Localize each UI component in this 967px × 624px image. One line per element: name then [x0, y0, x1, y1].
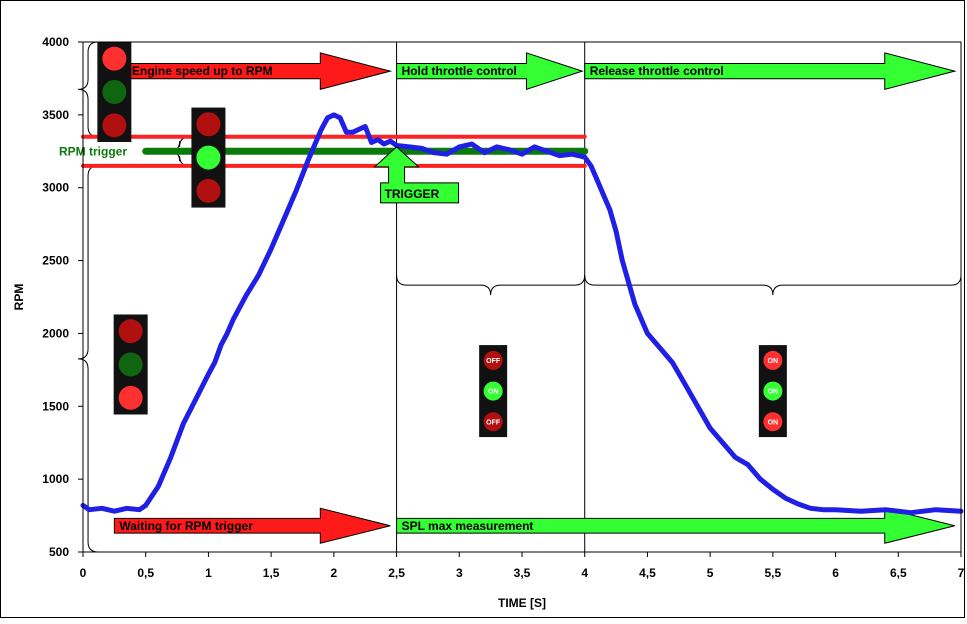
brace-b4 [396, 275, 586, 296]
x-tick-label: 5,5 [765, 566, 782, 580]
lamp-tl4-2 [483, 412, 503, 432]
lamp-label-tl5-0: ON [768, 358, 779, 365]
brace-b3 [78, 165, 99, 553]
lamp-tl1-0 [102, 46, 127, 71]
y-tick-label: 1000 [42, 472, 69, 486]
x-tick-label: 4 [581, 566, 588, 580]
y-tick-label: 2000 [42, 326, 69, 340]
brace-b1 [78, 41, 99, 138]
y-tick-label: 4000 [42, 35, 69, 49]
x-tick-label: 7 [958, 566, 965, 580]
phase-dividers [396, 42, 586, 552]
trigger-label: TRIGGER [385, 187, 440, 201]
x-tick-label: 3,5 [514, 566, 531, 580]
lamp-tl5-2 [763, 412, 783, 432]
x-tick-label: 6,5 [890, 566, 907, 580]
tick-labels: 0 0,5 1 1,5 2 2,5 3 3,5 4 4,5 5 5,5 6 6,5 7 500 1000 1500… [42, 35, 964, 580]
plot-area-border [82, 41, 962, 553]
annotation-arrows: Engine speed up to RPM Hold throttle cont… [113, 52, 957, 544]
x-tick-label: 1 [205, 566, 212, 580]
traffic-lights: OFF ON OFF ON ON ON [97, 42, 787, 438]
lamp-tl3-0 [118, 319, 143, 344]
lamp-tl5-1 [763, 381, 783, 401]
arrow-label-a1: Engine speed up to RPM [132, 64, 273, 78]
x-tick-label: 1,5 [263, 566, 280, 580]
rpm-trigger-label: RPM trigger [59, 144, 127, 158]
x-tick-label: 2 [331, 566, 338, 580]
lamp-tl2-0 [196, 112, 221, 137]
y-tick-label: 2500 [42, 254, 69, 268]
lamp-tl4-0 [483, 350, 503, 370]
lamp-label-tl5-2: ON [768, 419, 779, 426]
y-tick-label: 1500 [42, 399, 69, 413]
x-tick-label: 2,5 [388, 566, 405, 580]
lamp-tl2-1 [196, 145, 221, 170]
arrow-a2 [396, 52, 584, 91]
x-tick-label: 3 [456, 566, 463, 580]
arrow-label-a3: Release throttle control [590, 64, 724, 78]
brace-b5 [584, 275, 962, 296]
trigger-marker: TRIGGER [373, 146, 460, 204]
x-tick-label: 6 [832, 566, 839, 580]
y-tick-label: 3500 [42, 108, 69, 122]
lamp-label-tl5-1: ON [768, 389, 779, 396]
arrow-a4 [113, 507, 391, 544]
arrow-a3 [584, 52, 957, 91]
x-tick-label: 0,5 [137, 566, 154, 580]
x-tick-label: 5 [707, 566, 714, 580]
lamp-tl2-2 [196, 178, 221, 203]
lamp-tl1-1 [102, 80, 127, 104]
lamp-tl5-0 [763, 350, 783, 370]
x-axis-title: TIME [S] [498, 596, 546, 610]
y-tick-label: 500 [49, 545, 69, 559]
lamp-tl3-2 [118, 385, 143, 410]
series [80, 112, 964, 516]
arrow-label-a5: SPL max measurement [402, 519, 534, 533]
x-tick-label: 0 [80, 566, 87, 580]
arrow-label-a4: Waiting for RPM trigger [119, 519, 253, 533]
lamp-label-tl4-1: ON [488, 389, 499, 396]
y-axis-title: RPM [12, 284, 26, 311]
arrow-label-a2: Hold throttle control [402, 64, 517, 78]
lamp-label-tl4-0: OFF [486, 358, 501, 365]
arrow-a1 [126, 52, 393, 91]
x-tick-label: 4,5 [639, 566, 656, 580]
lamp-label-tl4-2: OFF [486, 419, 501, 426]
lamp-tl1-2 [102, 113, 127, 138]
series-line-rpm [80, 112, 964, 516]
arrow-a5 [396, 507, 955, 544]
lamp-tl4-1 [483, 381, 503, 401]
lamp-tl3-1 [118, 352, 143, 377]
y-tick-label: 3000 [42, 181, 69, 195]
trigger-arrow [373, 146, 460, 204]
